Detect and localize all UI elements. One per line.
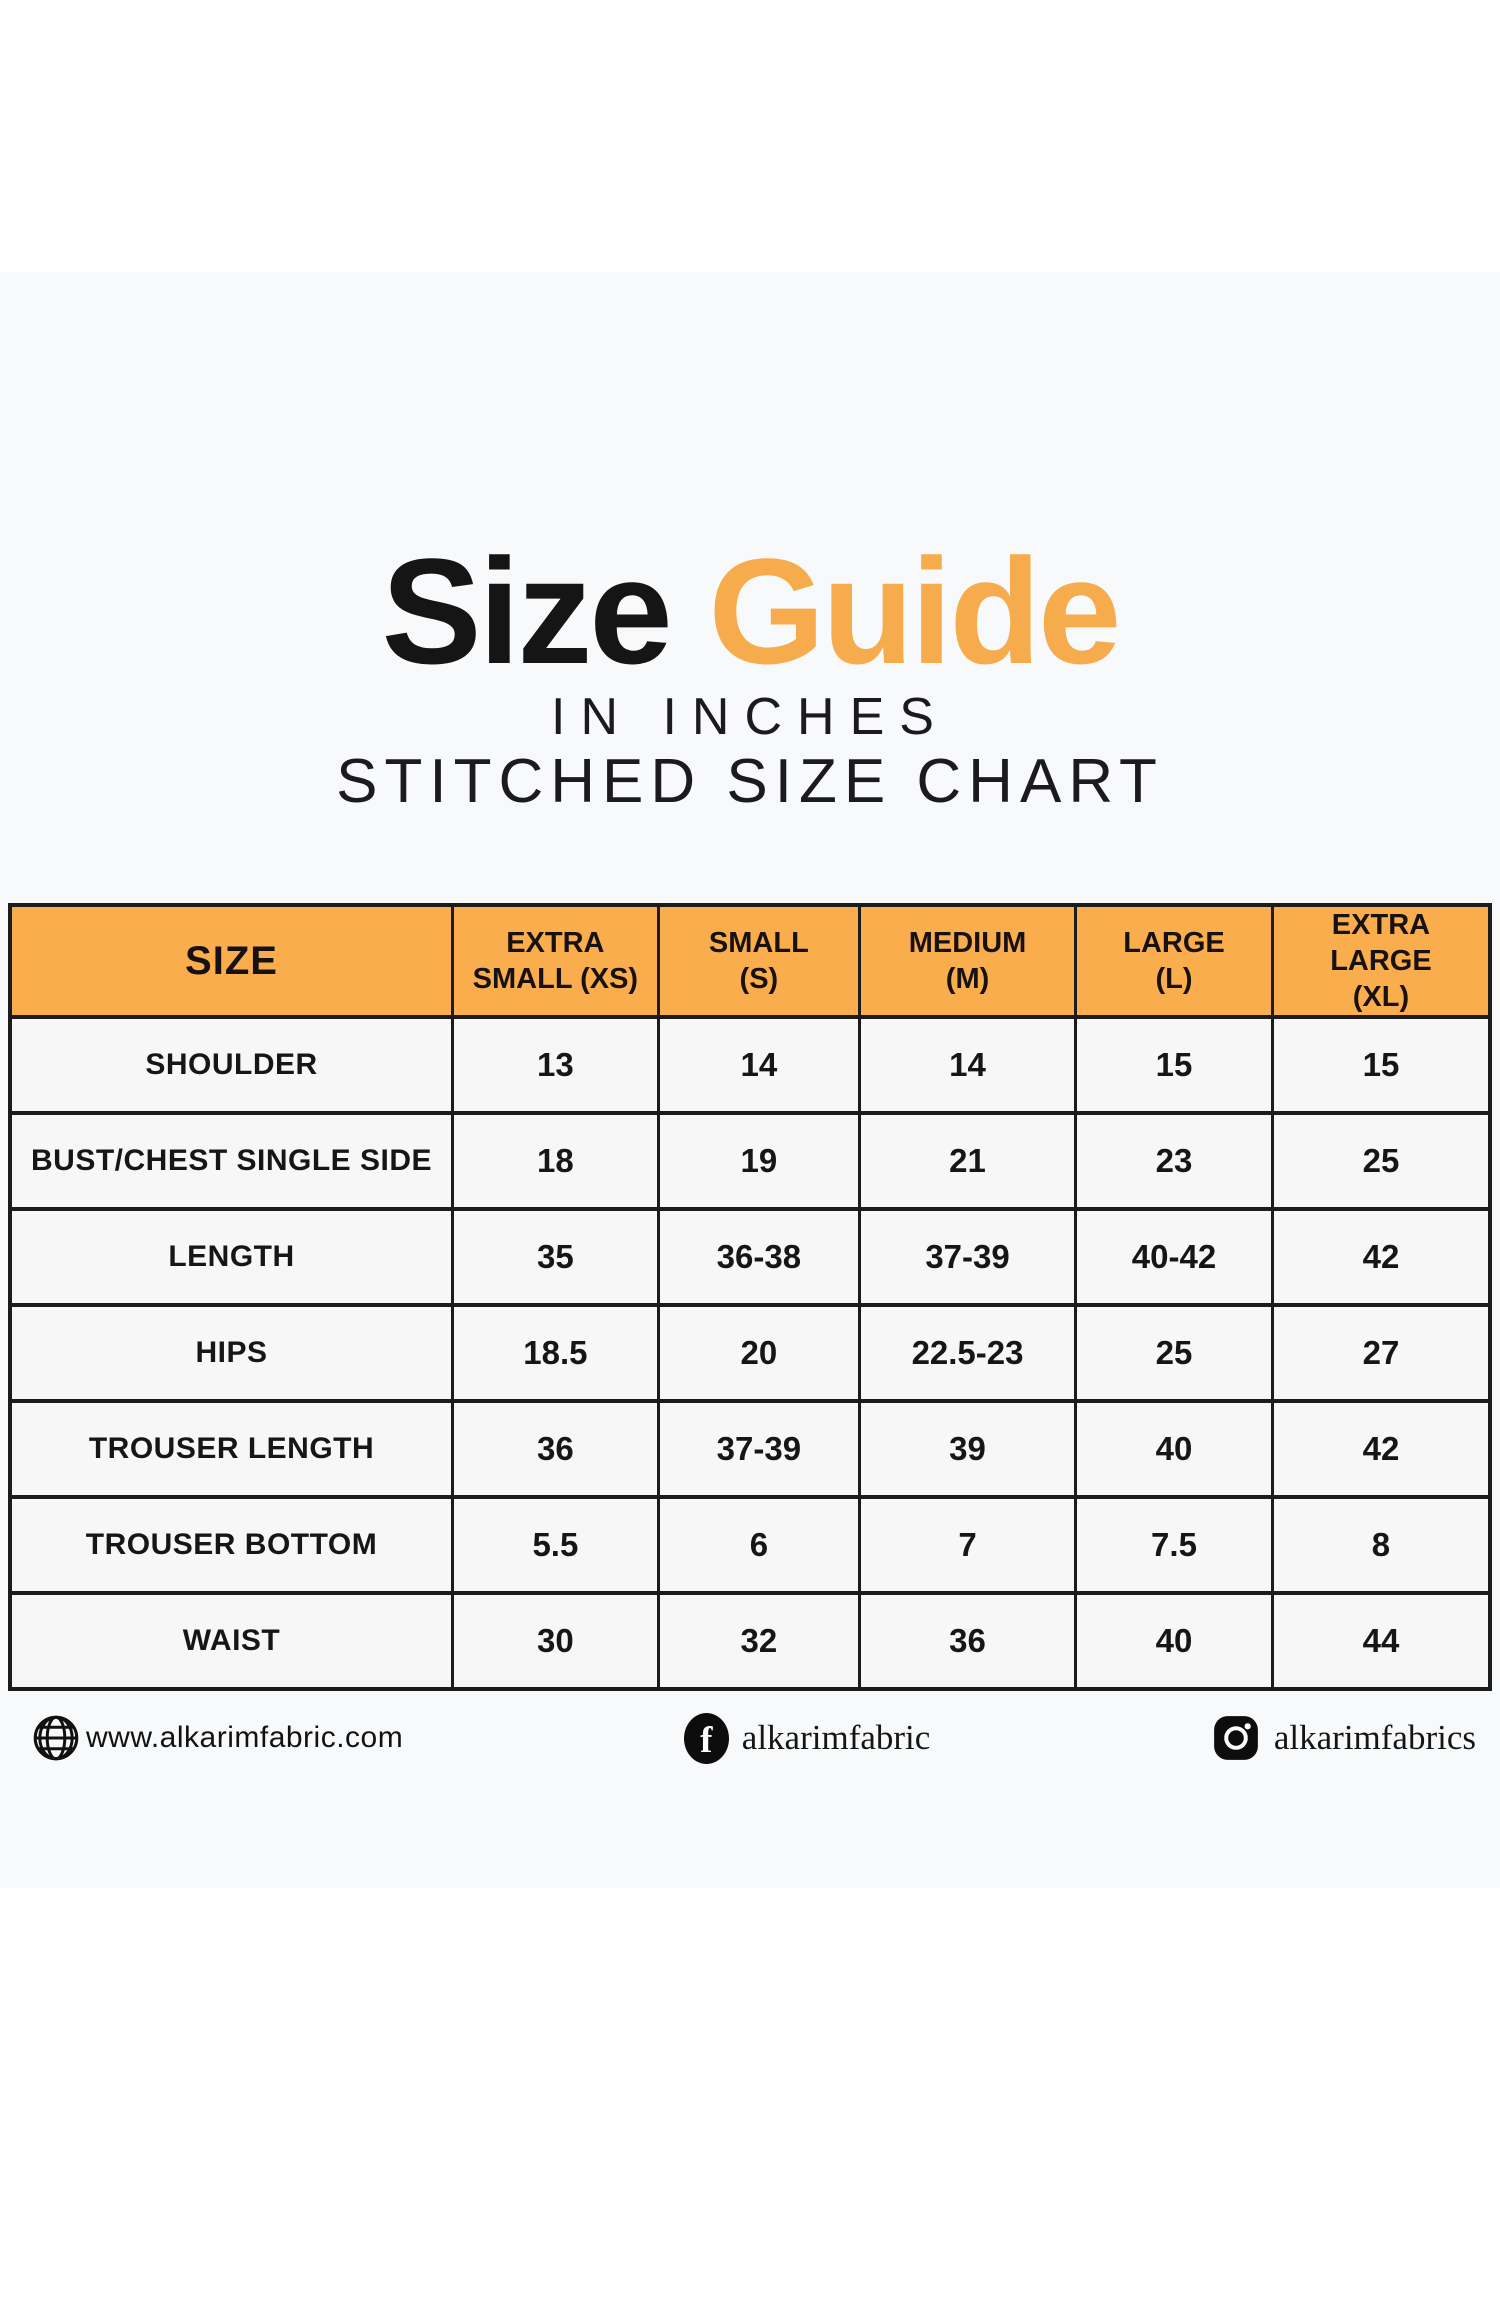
table-cell: 32	[656, 1591, 862, 1691]
row-label: WAIST	[8, 1591, 455, 1691]
column-header-line: (S)	[739, 963, 779, 995]
table-header-row: SIZE EXTRA SMALL (XS) SMALL (S) MEDIUM (…	[8, 903, 1492, 1019]
table-row-shoulder: SHOULDER 13 14 14 15 15	[8, 1015, 1492, 1115]
column-header-xl: EXTRA LARGE (XL)	[1270, 903, 1492, 1019]
table-cell: 7	[857, 1495, 1078, 1595]
website-item: www.alkarimfabric.com	[32, 1714, 403, 1762]
globe-icon	[33, 1715, 79, 1761]
facebook-handle: alkarimfabric	[741, 1718, 931, 1757]
facebook-icon: f	[683, 1712, 729, 1764]
table-cell: 40	[1074, 1591, 1274, 1691]
table-cell: 14	[857, 1015, 1078, 1115]
table-cell: 19	[656, 1111, 862, 1211]
table-row-length: LENGTH 35 36-38 37-39 40-42 42	[8, 1207, 1492, 1307]
row-label: HIPS	[8, 1303, 455, 1403]
size-chart-table: SIZE EXTRA SMALL (XS) SMALL (S) MEDIUM (…	[8, 903, 1492, 1691]
table-cell: 36	[451, 1399, 660, 1499]
instagram-item: alkarimfabrics	[1211, 1713, 1476, 1763]
table-row-trouser-bottom: TROUSER BOTTOM 5.5 6 7 7.5 8	[8, 1495, 1492, 1595]
table-cell: 7.5	[1074, 1495, 1274, 1595]
table-cell: 18.5	[451, 1303, 660, 1403]
table-cell: 8	[1270, 1495, 1492, 1595]
table-cell: 37-39	[857, 1207, 1078, 1307]
row-label: TROUSER LENGTH	[8, 1399, 455, 1499]
table-row-waist: WAIST 30 32 36 40 44	[8, 1591, 1492, 1691]
table-cell: 42	[1270, 1207, 1492, 1307]
column-header-m: MEDIUM (M)	[857, 903, 1078, 1019]
table-row-bust-chest: BUST/CHEST SINGLE SIDE 18 19 21 23 25	[8, 1111, 1492, 1211]
table-cell: 30	[451, 1591, 660, 1691]
table-row-trouser-length: TROUSER LENGTH 36 37-39 39 40 42	[8, 1399, 1492, 1499]
table-cell: 25	[1074, 1303, 1274, 1403]
column-header-line: MEDIUM	[908, 927, 1027, 959]
table-cell: 25	[1270, 1111, 1492, 1211]
table-cell: 21	[857, 1111, 1078, 1211]
table-cell: 15	[1270, 1015, 1492, 1115]
column-header-line: (XL)	[1352, 981, 1410, 1013]
table-row-hips: HIPS 18.5 20 22.5-23 25 27	[8, 1303, 1492, 1403]
instagram-icon	[1214, 1716, 1258, 1760]
row-label: BUST/CHEST SINGLE SIDE	[8, 1111, 455, 1211]
column-header-line: (L)	[1155, 963, 1193, 995]
column-header-size: SIZE	[8, 903, 455, 1019]
facebook-f-glyph: f	[700, 1719, 713, 1761]
column-header-xs: EXTRA SMALL (XS)	[451, 903, 660, 1019]
column-header-line: SMALL (XS)	[472, 963, 639, 995]
table-cell: 20	[656, 1303, 862, 1403]
row-label: SHOULDER	[8, 1015, 455, 1115]
column-header-s: SMALL (S)	[656, 903, 862, 1019]
table-cell: 36-38	[656, 1207, 862, 1307]
table-cell: 35	[451, 1207, 660, 1307]
column-header-line: EXTRA LARGE	[1330, 909, 1432, 977]
table-cell: 22.5-23	[857, 1303, 1078, 1403]
table-cell: 27	[1270, 1303, 1492, 1403]
subtitle-stitched-size-chart: STITCHED SIZE CHART	[336, 747, 1164, 816]
table-cell: 44	[1270, 1591, 1492, 1691]
table-cell: 37-39	[656, 1399, 862, 1499]
column-header-line: LARGE	[1123, 927, 1225, 959]
table-cell: 5.5	[451, 1495, 660, 1595]
page-title: Size Guide	[0, 536, 1500, 686]
column-header-l: LARGE (L)	[1074, 903, 1274, 1019]
column-header-line: (M)	[945, 963, 990, 995]
table-cell: 6	[656, 1495, 862, 1595]
website-url: www.alkarimfabric.com	[86, 1721, 404, 1754]
instagram-handle: alkarimfabrics	[1273, 1718, 1476, 1757]
table-cell: 40-42	[1074, 1207, 1274, 1307]
table-cell: 14	[656, 1015, 862, 1115]
table-cell: 13	[451, 1015, 660, 1115]
table-cell: 15	[1074, 1015, 1274, 1115]
subtitle-in-inches: IN INCHES	[551, 688, 949, 746]
table-cell: 36	[857, 1591, 1078, 1691]
table-cell: 18	[451, 1111, 660, 1211]
facebook-item: f alkarimfabric	[683, 1712, 931, 1764]
column-header-line: SMALL	[708, 927, 809, 959]
row-label: TROUSER BOTTOM	[8, 1495, 455, 1595]
table-cell: 42	[1270, 1399, 1492, 1499]
row-label: LENGTH	[8, 1207, 455, 1307]
column-header-line: EXTRA	[506, 927, 605, 959]
table-cell: 23	[1074, 1111, 1274, 1211]
footer: www.alkarimfabric.com f alkarimfabric al…	[32, 1698, 1476, 1778]
page-title-orange: Guide	[708, 527, 1121, 695]
page-title-black: Size	[381, 527, 673, 695]
table-cell: 40	[1074, 1399, 1274, 1499]
table-cell: 39	[857, 1399, 1078, 1499]
